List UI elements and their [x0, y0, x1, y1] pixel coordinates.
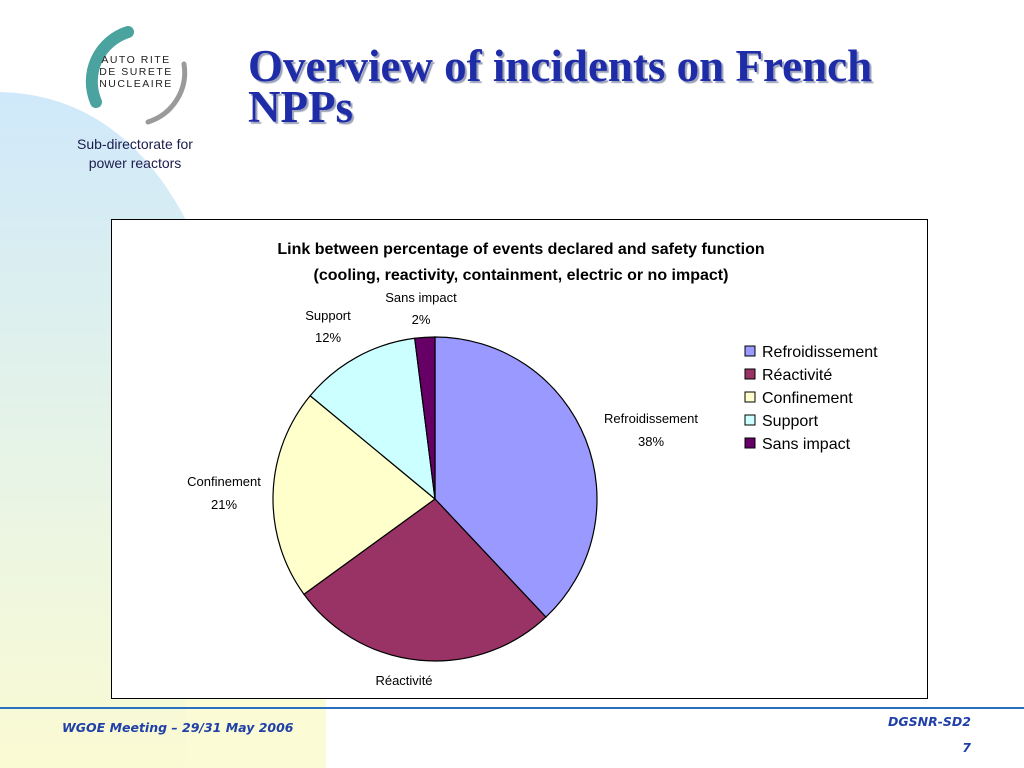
legend-label-confinement: Confinement: [762, 390, 853, 407]
subtitle-line-1: Sub-directorate for: [77, 136, 193, 152]
footer-divider: [0, 707, 1024, 709]
slice-label-name-refroidissement: Refroidissement: [604, 411, 698, 426]
pie-slice-sans-impact: [414, 336, 436, 500]
legend-label-refroidissement: Refroidissement: [762, 344, 878, 361]
legend-swatch-sans-impact: [744, 437, 756, 449]
logo-line-2: DE SURETE: [99, 66, 173, 78]
slice-label-name-sans-impact: Sans impact: [385, 290, 457, 305]
slice-label-value-sans-impact: 2%: [412, 312, 431, 327]
legend-label-sans-impact: Sans impact: [762, 436, 851, 453]
logo-arc-graphic: [85, 26, 188, 125]
chart-title-line-2: (cooling, reactivity, containment, elect…: [314, 267, 729, 284]
chart-legend: Refroidissement Réactivité Confinement Supp…: [744, 344, 878, 453]
legend-label-reactivite: Réactivité: [762, 367, 832, 384]
logo-line-1: AUTO RITE: [101, 54, 171, 66]
footer-meeting: WGOE Meeting – 29/31 May 2006: [62, 720, 294, 735]
pie-slice-refroidissement: [434, 336, 598, 618]
pie-slice-confinement: [272, 394, 436, 596]
subtitle-line-2: power reactors: [88, 155, 182, 171]
slice-label-value-refroidissement: 38%: [638, 434, 664, 449]
pie-chart: Link between percentage of events declar…: [187, 241, 878, 697]
legend-swatch-support: [744, 414, 756, 426]
footer-org: DGSNR-SD2: [888, 714, 971, 729]
slice-label-name-reactivite: Réactivité: [375, 673, 432, 688]
slice-label-value-reactivite: 27%: [391, 695, 417, 697]
logo-line-3: NUCLEAIRE: [99, 78, 173, 90]
slice-label-name-support: Support: [305, 308, 351, 323]
slide-title: Overview of incidents on French NPPs: [248, 41, 1008, 132]
slide-title-line-1: Overview of incidents on French: [248, 41, 873, 91]
legend-swatch-refroidissement: [744, 345, 756, 357]
pie-labels: Refroidissement 38% Réactivité 27% Confineme…: [187, 290, 698, 697]
pie-slice-reactivite: [303, 498, 547, 662]
chart-frame: Link between percentage of events declar…: [111, 219, 928, 699]
legend-label-support: Support: [762, 413, 819, 430]
slice-label-value-confinement: 21%: [211, 497, 237, 512]
asn-logo: AUTO RITE DE SURETE NUCLEAIRE: [66, 24, 206, 134]
chart-title-line-1: Link between percentage of events declar…: [277, 241, 764, 258]
pie-slice-support: [309, 337, 436, 501]
slice-label-name-confinement: Confinement: [187, 474, 261, 489]
slice-label-value-support: 12%: [315, 330, 341, 345]
page-number: 7: [962, 740, 971, 755]
header-subtitle: Sub-directorate for power reactors: [40, 135, 230, 173]
legend-swatch-reactivite: [744, 368, 756, 380]
legend-swatch-confinement: [744, 391, 756, 403]
slide-title-line-2: NPPs: [248, 82, 353, 132]
pie-slices: [272, 336, 598, 662]
logo-wordmark: AUTO RITE DE SURETE NUCLEAIRE: [90, 54, 182, 90]
